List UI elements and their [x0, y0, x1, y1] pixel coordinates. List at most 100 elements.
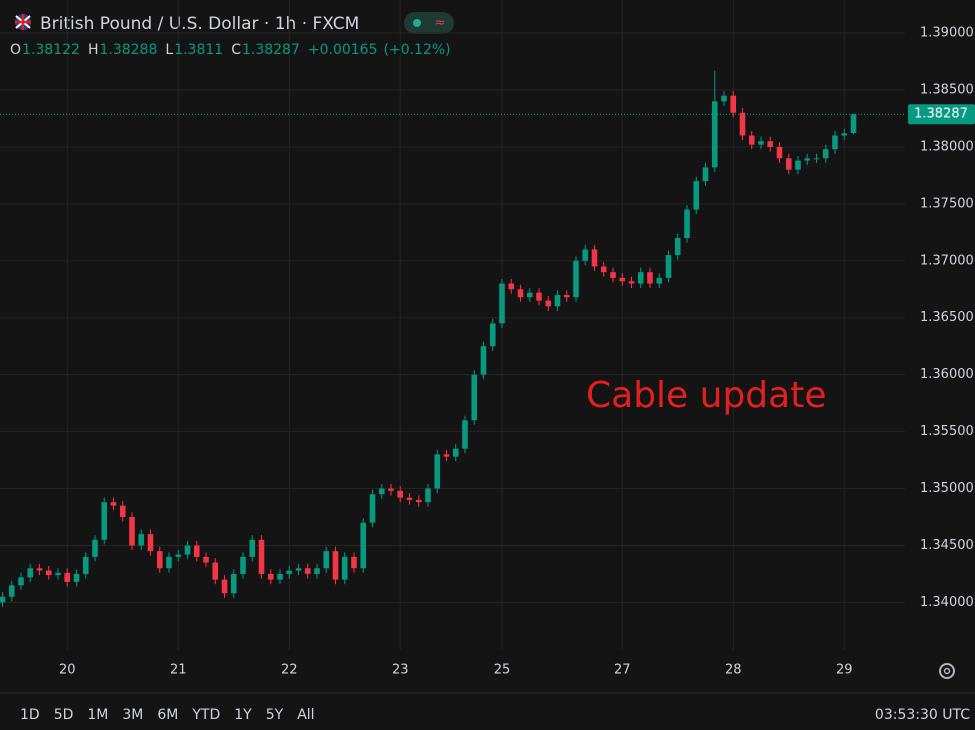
y-tick-label: 1.37000	[920, 253, 974, 268]
annotation: Cable update	[586, 375, 827, 416]
svg-text:≈: ≈	[435, 16, 446, 31]
range-button[interactable]: 1Y	[234, 707, 252, 723]
candle-body	[397, 490, 404, 498]
y-tick-label: 1.36500	[920, 310, 974, 325]
settings-icon[interactable]	[939, 663, 955, 679]
candle-body	[600, 266, 607, 273]
ohlc-key: C	[231, 42, 241, 58]
candle-body	[341, 556, 348, 580]
ohlc-value: 1.3811	[174, 42, 223, 58]
candle-body	[489, 323, 496, 347]
candle-body	[711, 101, 718, 168]
last-price-tag	[908, 104, 975, 125]
clock: 03:53:30 UTC	[875, 707, 970, 723]
candle-body	[850, 114, 857, 134]
change-percent: (+0.12%)	[384, 42, 451, 58]
candle-body	[119, 505, 126, 518]
candle-body	[64, 572, 71, 582]
candle-body	[82, 556, 89, 574]
candle-body	[249, 539, 256, 557]
candle-body	[656, 277, 663, 284]
candle-body	[156, 551, 163, 569]
ohlc-key: O	[10, 42, 21, 58]
candle-body	[332, 551, 339, 580]
candle-body	[730, 95, 737, 113]
candle-body	[230, 573, 237, 594]
candle-body	[101, 502, 108, 540]
candle-body	[674, 238, 681, 256]
candle-body	[582, 249, 589, 261]
candle-body	[166, 556, 172, 569]
range-button[interactable]: 1D	[20, 707, 40, 723]
candle-body	[684, 209, 690, 239]
candle-body	[388, 488, 394, 491]
candle-body	[147, 534, 154, 552]
y-tick-label: 1.39000	[920, 26, 974, 41]
candle-body	[193, 545, 200, 557]
flag-icon	[15, 14, 31, 30]
y-tick-label: 1.35500	[920, 424, 974, 439]
y-tick-label: 1.38500	[920, 82, 974, 97]
range-button[interactable]: 1M	[87, 707, 108, 723]
candle-body	[647, 272, 653, 284]
candle-body	[295, 568, 302, 571]
ohlc-value: 1.38122	[22, 42, 80, 58]
candle-body	[822, 149, 829, 159]
y-tick-label: 1.38000	[920, 139, 974, 154]
candle-body	[351, 556, 357, 569]
x-tick-label: 20	[59, 663, 76, 678]
candle-body	[110, 502, 117, 506]
candle-body	[480, 346, 487, 375]
candle-body	[471, 374, 478, 421]
x-tick-label: 25	[494, 663, 511, 678]
range-button[interactable]: 5Y	[266, 707, 284, 723]
candle-body	[554, 294, 561, 307]
range-button[interactable]: YTD	[191, 707, 220, 723]
candle-body	[45, 570, 52, 576]
candle-body	[203, 556, 209, 563]
candle-body	[138, 534, 145, 546]
candle-body	[841, 133, 848, 136]
candle-body	[92, 539, 98, 557]
candle-body	[693, 181, 700, 210]
candle-body	[73, 573, 80, 582]
range-button[interactable]: 5D	[54, 707, 74, 723]
candle-body	[258, 539, 265, 574]
candle-body	[443, 454, 450, 457]
candle-body	[721, 95, 727, 102]
candle-body	[240, 556, 246, 574]
candle-body	[795, 160, 801, 170]
candle-body	[415, 499, 422, 503]
candle-body	[434, 454, 441, 489]
x-tick-label: 22	[281, 663, 298, 678]
candle-body	[628, 281, 635, 284]
ohlc-value: 1.38287	[242, 42, 300, 58]
candle-body	[832, 135, 838, 150]
range-button[interactable]: 6M	[157, 707, 178, 723]
status-badge[interactable]: ≈	[404, 12, 454, 34]
candle-body	[462, 420, 468, 449]
candle-body	[36, 568, 43, 571]
candle-body	[591, 249, 598, 267]
x-tick-label: 28	[725, 663, 742, 678]
candle-body	[452, 448, 459, 457]
candle-body	[499, 283, 505, 324]
candle-body	[545, 300, 552, 307]
range-button[interactable]: 3M	[122, 707, 143, 723]
candle-body	[425, 488, 431, 503]
candle-body	[785, 158, 792, 170]
candle-body	[637, 272, 644, 284]
candle-body	[610, 272, 616, 278]
candle-body	[702, 167, 709, 182]
candle-body	[369, 494, 376, 523]
candle-body	[314, 568, 320, 574]
candle-body	[665, 255, 672, 278]
y-tick-label: 1.34000	[920, 595, 974, 610]
candle-body	[804, 158, 811, 161]
ohlc-key: L	[165, 42, 173, 58]
range-button[interactable]: All	[297, 707, 314, 723]
x-tick-label: 21	[170, 663, 187, 678]
candle-body	[286, 570, 293, 574]
